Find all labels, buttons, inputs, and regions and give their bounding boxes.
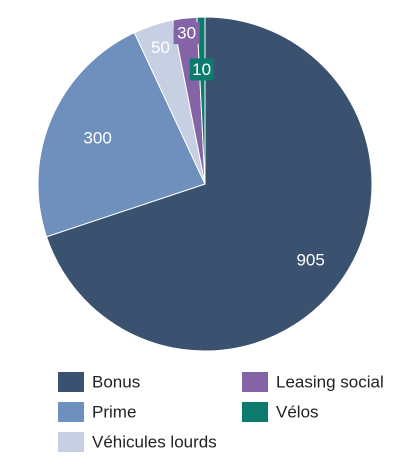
legend-swatch-velos [242,402,268,422]
pie-slices [37,16,373,352]
chart-legend: Bonus Leasing social Prime Vélos Véhicules l… [58,372,384,452]
legend-label-vehicules-lourds: Véhicules lourds [92,433,217,452]
data-label-velos: 10 [192,60,211,79]
pie-slice-prime [37,32,206,238]
data-label-prime: 300 [83,128,111,147]
legend-label-leasing-social: Leasing social [276,373,384,392]
data-label-vehicules-lourds: 50 [151,38,170,57]
legend-label-prime: Prime [92,403,136,422]
data-label-bonus: 905 [296,251,324,270]
pie-data-labels: 905 300 50 30 10 [83,22,325,270]
legend-swatch-leasing-social [242,372,268,392]
pie-slice-bonus [45,16,373,352]
data-label-box-velos [189,58,214,81]
data-label-box-leasing-social [173,22,200,45]
legend-swatch-vehicules-lourds [58,432,84,452]
legend-label-bonus: Bonus [92,373,140,392]
legend-swatch-bonus [58,372,84,392]
legend-label-velos: Vélos [276,403,319,422]
data-label-leasing-social: 30 [177,24,196,43]
legend-swatch-prime [58,402,84,422]
